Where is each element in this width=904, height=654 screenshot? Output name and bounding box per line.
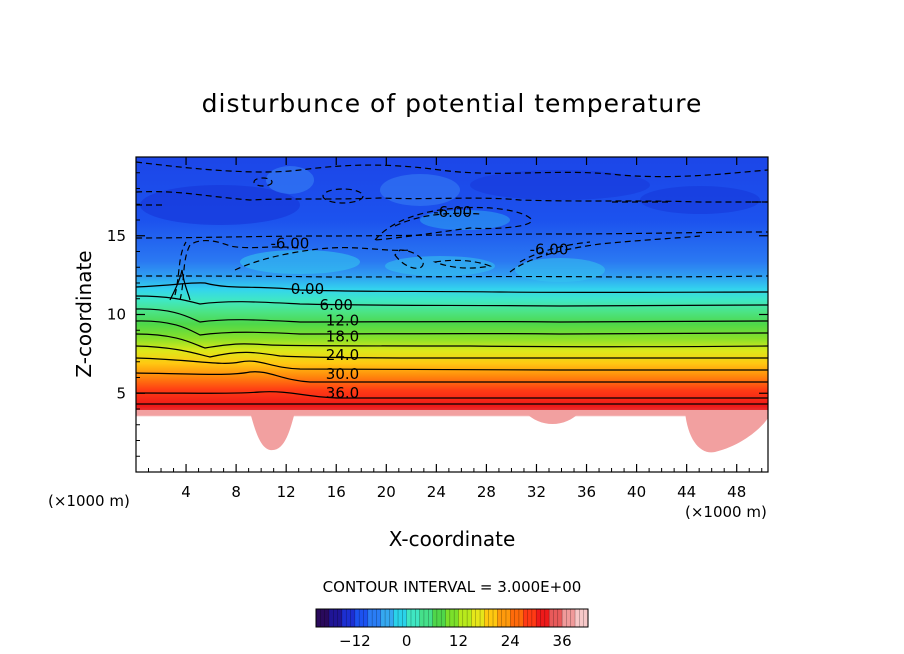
x-tick-label: 28 — [477, 483, 496, 501]
chart-title: disturbunce of potential temperature — [202, 89, 703, 118]
colorbar-swatch — [341, 609, 356, 627]
contour-label: -6.00 — [271, 234, 310, 252]
y-unit-label: (×1000 m) — [48, 492, 130, 510]
contour-label: 36.0 — [326, 384, 359, 402]
contour-label: 30.0 — [326, 365, 359, 383]
contour-label: 18.0 — [326, 327, 359, 345]
y-tick-label: 5 — [116, 384, 126, 402]
colorbar-swatch — [367, 609, 382, 627]
contour-label: 12.0 — [326, 312, 359, 330]
colorbar-swatch — [380, 609, 395, 627]
x-tick-label: 48 — [727, 483, 746, 501]
colorbar-swatch — [523, 609, 537, 627]
x-axis-ticks: 4 8 12 16 20 24 28 32 36 40 44 48 — [148, 157, 763, 501]
colorbar-swatch — [510, 609, 524, 627]
y-tick-label: 15 — [107, 227, 126, 245]
colorbar-swatch — [458, 609, 473, 627]
colorbar-swatch — [562, 609, 576, 627]
x-tick-label: 36 — [577, 483, 596, 501]
colorbar-tick-label: 12 — [449, 632, 468, 650]
x-tick-label: 12 — [277, 483, 296, 501]
y-axis-ticks: 5 10 15 — [107, 172, 768, 457]
contour-labels: -6.00 -6.00 -6.00 0.006.0012.018.024.030.03… — [271, 203, 569, 402]
contour-label: 24.0 — [326, 346, 359, 364]
x-tick-label: 20 — [377, 483, 396, 501]
colorbar-tick-label: 24 — [501, 632, 520, 650]
colorbar-tick-label: 0 — [402, 632, 412, 650]
colorbar-swatch — [445, 609, 460, 627]
colorbar-ticks: −12 0 12 24 36 — [339, 632, 572, 650]
colorbar-swatch — [316, 609, 330, 627]
colorbar-swatch — [393, 609, 408, 627]
colorbar-tick-label: 36 — [553, 632, 572, 650]
colorbar-swatch — [484, 609, 498, 627]
contour-label: -6.00 — [530, 241, 569, 259]
colorbar-swatch — [328, 609, 343, 627]
colorbar-swatch — [354, 609, 369, 627]
colorbar-swatch — [549, 609, 563, 627]
x-tick-label: 44 — [677, 483, 696, 501]
colorbar-swatch — [575, 609, 589, 627]
contour-lines-negative — [136, 161, 768, 301]
y-axis-label: Z-coordinate — [72, 250, 96, 377]
x-tick-label: 4 — [181, 483, 191, 501]
contour-label: 6.00 — [320, 296, 353, 314]
colorbar-tick-label: −12 — [339, 632, 371, 650]
colorbar-swatch — [536, 609, 550, 627]
contour-lines — [136, 269, 768, 405]
x-tick-label: 32 — [527, 483, 546, 501]
colorbar-swatch — [419, 609, 434, 627]
colorbar-frame — [315, 608, 589, 628]
contour-label: 0.00 — [291, 280, 324, 298]
colorbar — [315, 608, 589, 628]
x-tick-label: 40 — [627, 483, 646, 501]
colorbar-swatch — [406, 609, 421, 627]
contour-label: -6.00 — [433, 203, 472, 221]
contour-interval-label: CONTOUR INTERVAL = 3.000E+00 — [323, 578, 582, 596]
x-tick-label: 24 — [427, 483, 446, 501]
x-tick-label: 8 — [231, 483, 241, 501]
colorbar-swatch — [432, 609, 447, 627]
x-axis-label: X-coordinate — [389, 527, 516, 551]
colorbar-swatch — [471, 609, 485, 627]
colorbar-swatch — [497, 609, 511, 627]
y-tick-label: 10 — [107, 306, 126, 324]
x-tick-label: 16 — [327, 483, 346, 501]
x-unit-label: (×1000 m) — [685, 503, 767, 521]
